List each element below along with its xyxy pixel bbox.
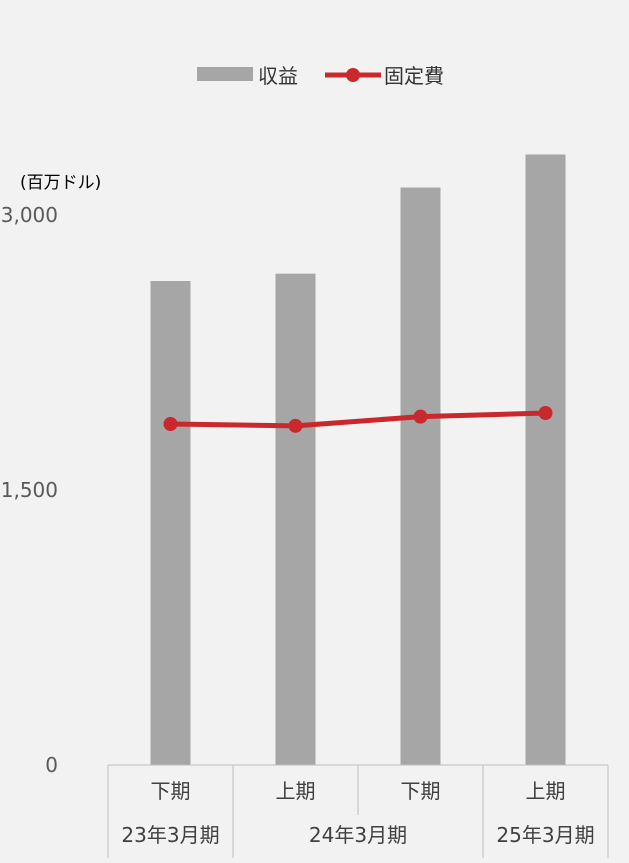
- fixed-cost-line: [170, 410, 546, 429]
- x-group-label: 24年3月期: [309, 823, 407, 847]
- y-axis-unit-label: (百万ドル): [20, 173, 101, 193]
- x-tick-label: 下期: [151, 779, 191, 803]
- y-axis-ticks: 0 1,500 3,000: [1, 203, 58, 777]
- legend-marker: [346, 68, 360, 82]
- revenue-bar: [150, 281, 191, 765]
- legend: 収益 固定費: [197, 64, 444, 88]
- fixed-cost-point: [538, 406, 553, 420]
- legend-label-fixed-cost: 固定費: [384, 64, 444, 88]
- x-tick-label: 上期: [276, 779, 316, 803]
- x-tick-label: 下期: [401, 779, 441, 803]
- x-tick-label: 上期: [526, 779, 566, 803]
- legend-label-revenue: 収益: [258, 64, 298, 88]
- x-group-label: 23年3月期: [121, 823, 219, 847]
- fixed-cost-series: [163, 406, 553, 433]
- x-axis: 下期 上期 下期 上期 23年3月期 24年3月期 25年3月期: [107, 764, 609, 858]
- fixed-cost-point: [288, 418, 303, 433]
- fixed-cost-point: [163, 417, 178, 431]
- legend-bar-swatch: [197, 67, 253, 81]
- revenue-bars: [150, 154, 566, 765]
- y-tick-label: 0: [45, 753, 58, 777]
- x-group-label: 25年3月期: [496, 823, 594, 847]
- revenue-bar: [400, 187, 441, 765]
- fixed-cost-point: [413, 409, 428, 424]
- y-tick-label: 3,000: [1, 203, 58, 227]
- revenue-bar: [525, 154, 566, 765]
- revenue-bar: [275, 273, 316, 765]
- y-tick-label: 1,500: [1, 478, 58, 502]
